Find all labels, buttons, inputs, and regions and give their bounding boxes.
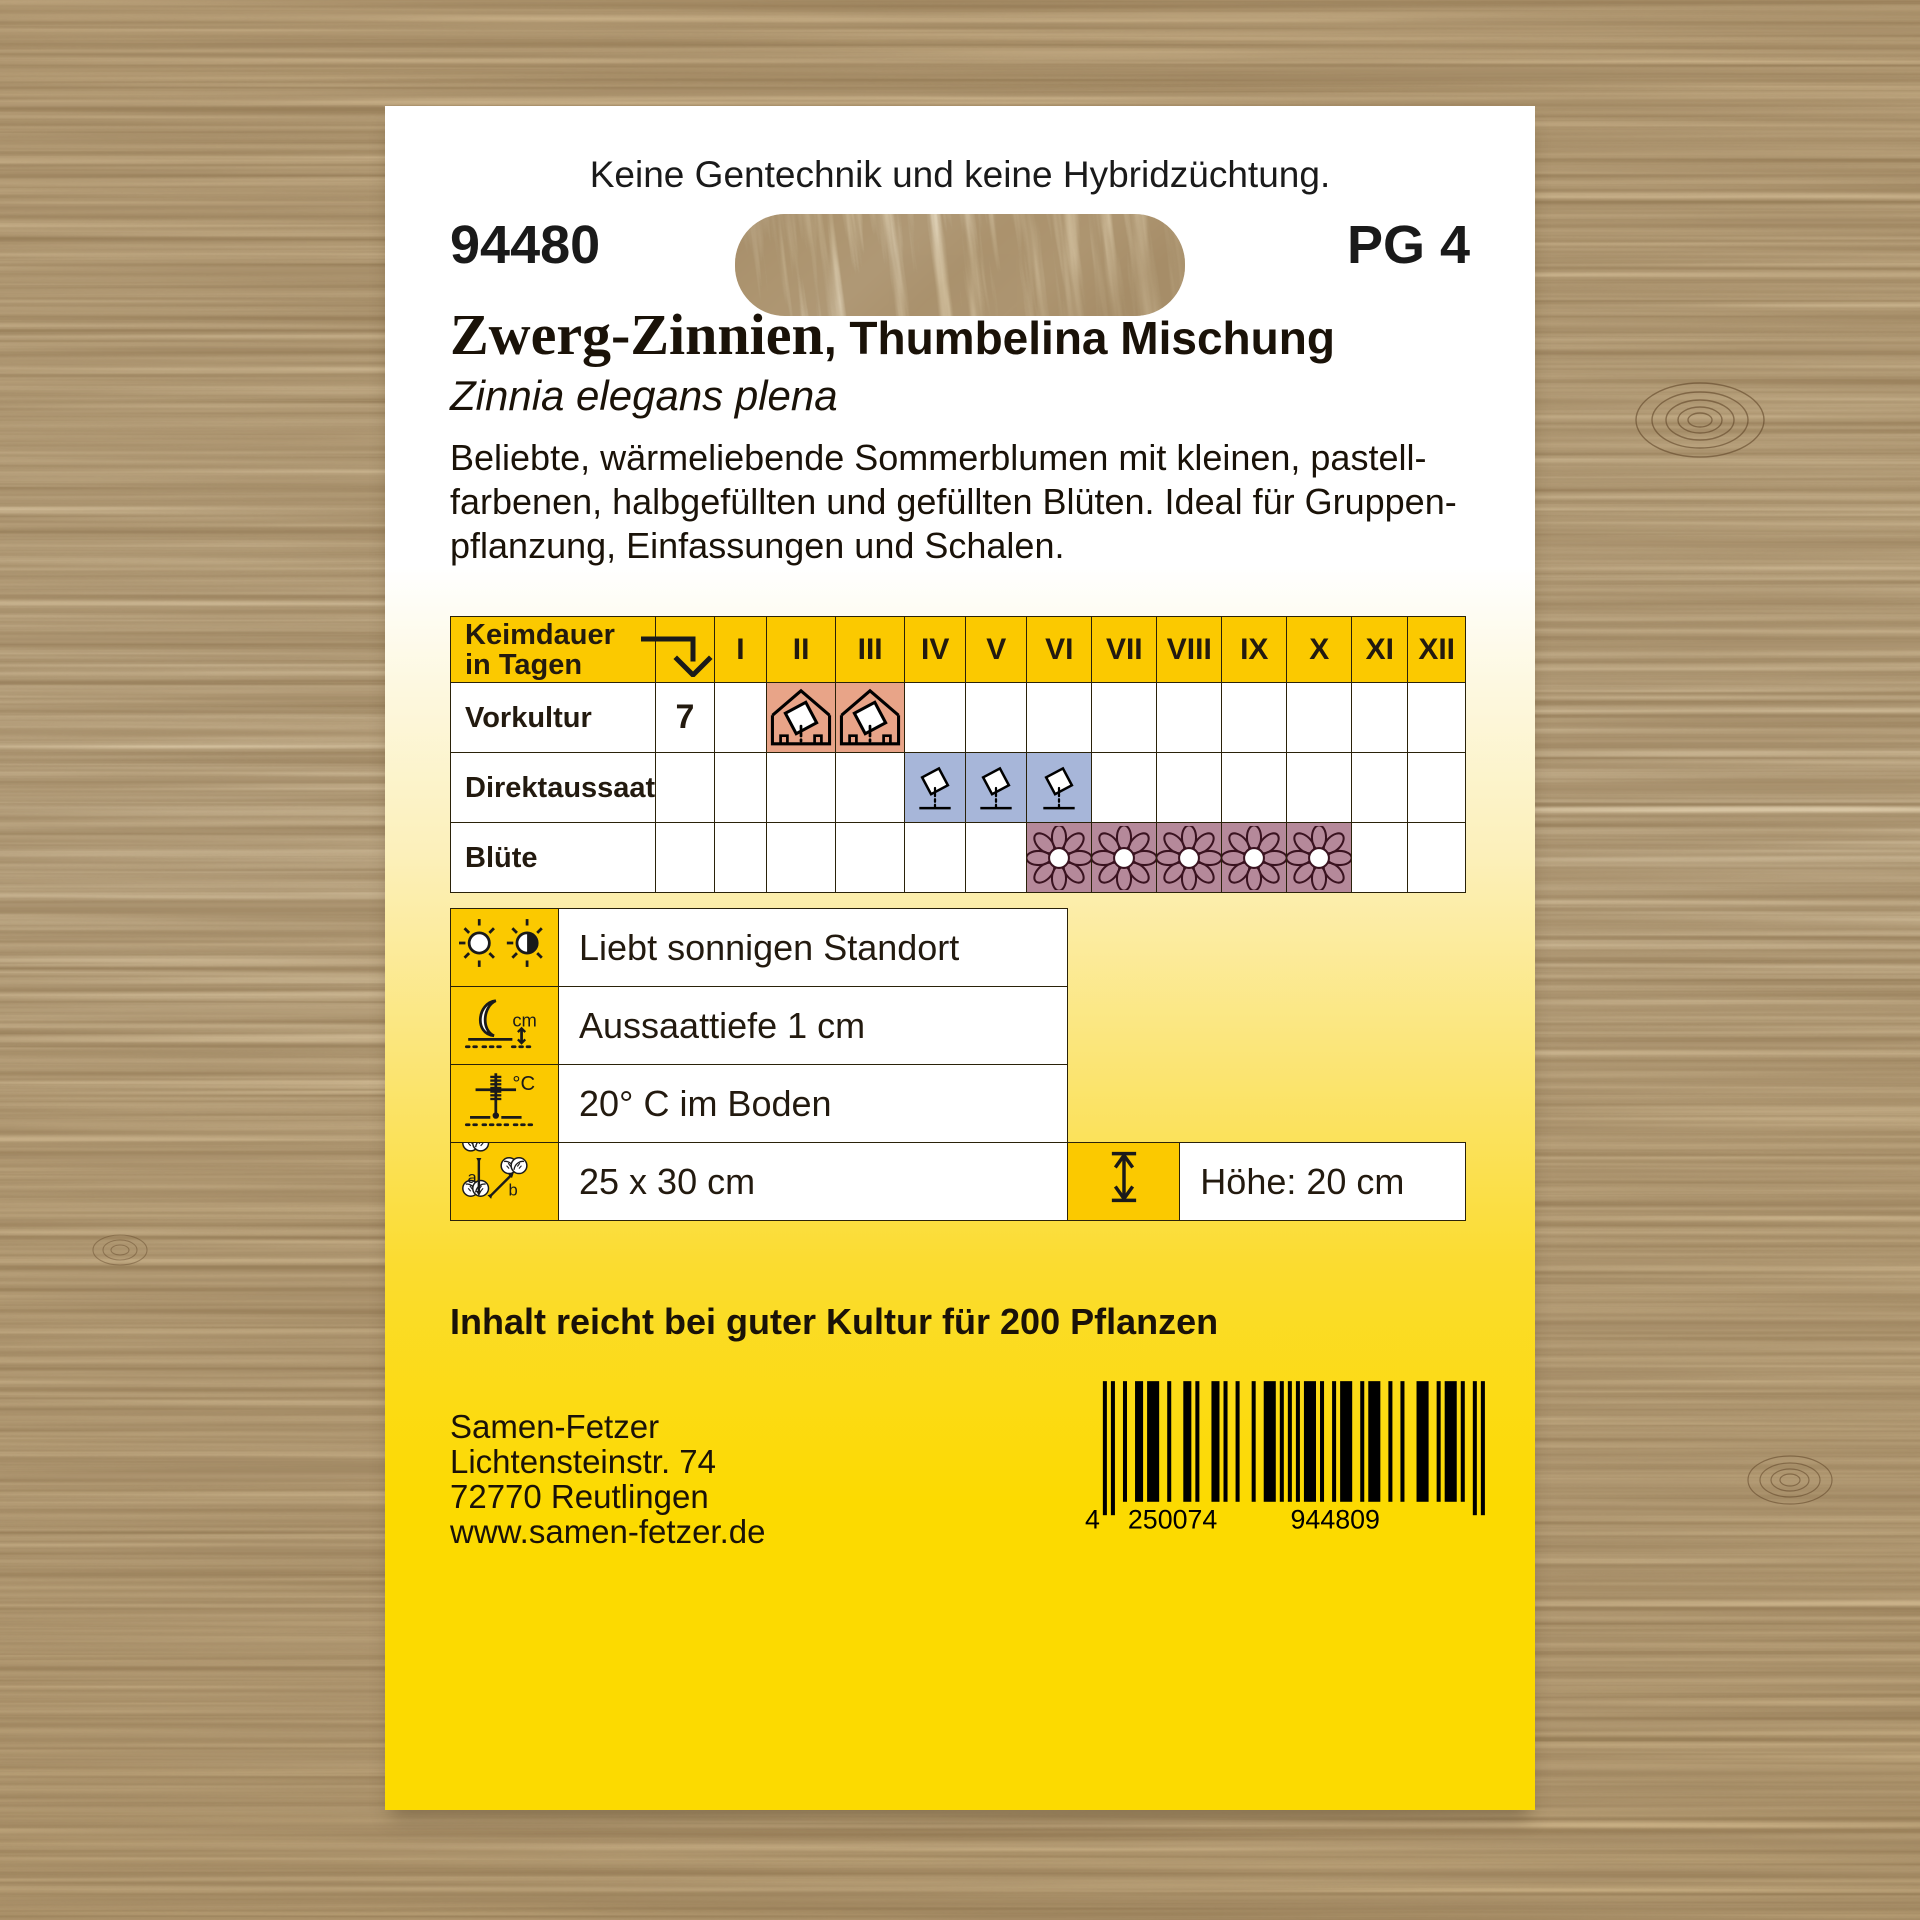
svg-text:°C: °C <box>512 1073 535 1095</box>
svg-text:944809: 944809 <box>1291 1505 1380 1535</box>
svg-text:250074: 250074 <box>1128 1505 1218 1535</box>
svg-text:4: 4 <box>1085 1505 1100 1535</box>
svg-text:b: b <box>508 1180 517 1199</box>
svg-text:a: a <box>467 1168 477 1187</box>
svg-text:cm: cm <box>512 1010 537 1031</box>
